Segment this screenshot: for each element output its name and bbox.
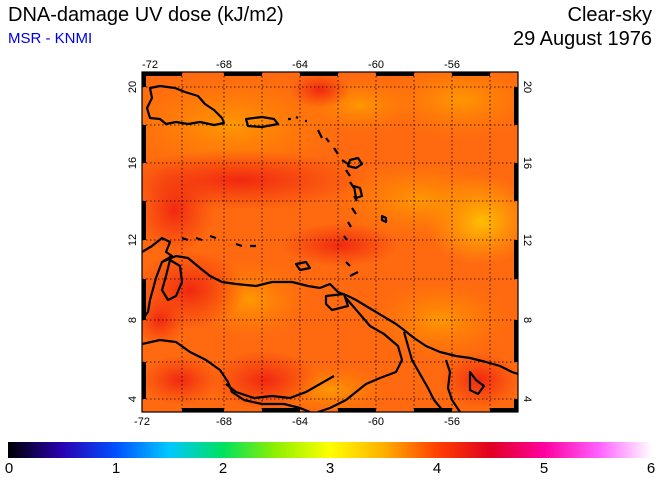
left-lat-labels: 20 16 12 8 4: [127, 81, 139, 402]
map-title: DNA-damage UV dose (kJ/m2): [8, 4, 284, 26]
colorbar-label: 0: [4, 460, 14, 477]
suriname-guiana-border: [444, 359, 461, 412]
venezuela-north-coast: [161, 254, 518, 376]
top-lon-label: -64: [292, 59, 308, 71]
bottom-lon-labels: -72 -68 -64 -60 -56: [134, 416, 460, 428]
hispaniola-coast: [145, 84, 226, 127]
right-lat-labels: 20 16 12 8 4: [521, 81, 533, 402]
right-lat-label: 12: [521, 234, 533, 246]
colorbar-label: 6: [646, 460, 656, 477]
colorbar-label: 3: [325, 460, 335, 477]
right-lat-label: 16: [521, 157, 533, 169]
puerto-rico-coast: [244, 115, 280, 129]
graticule: [142, 72, 518, 412]
colorbar-label: 5: [539, 460, 549, 477]
left-lat-label: 8: [127, 317, 139, 323]
barbados: [380, 214, 388, 224]
guajira-peninsula: [142, 236, 174, 321]
guyana-suriname-border: [402, 331, 445, 412]
map-border-checker: [142, 72, 518, 412]
colorbar-label: 1: [111, 460, 121, 477]
bottom-lon-label: -56: [444, 416, 460, 428]
uv-field: [142, 72, 518, 412]
map-date: 29 August 1976: [512, 28, 652, 50]
right-lat-label: 8: [521, 317, 533, 323]
top-lon-label: -56: [444, 59, 460, 71]
bottom-lon-label: -72: [134, 416, 150, 428]
colombia-venezuela-border: [142, 338, 311, 412]
top-lon-label: -68: [216, 59, 232, 71]
martinique: [352, 184, 364, 200]
margarita-island: [294, 260, 312, 272]
bottom-lon-label: -68: [216, 416, 232, 428]
right-lat-label: 20: [521, 81, 533, 93]
lake-maracaibo: [160, 258, 184, 302]
sky-condition: Clear-sky: [567, 4, 652, 26]
guiana-coast: [468, 370, 486, 396]
colorbar-label: 4: [432, 460, 442, 477]
tobago: [349, 271, 359, 277]
bottom-lon-label: -64: [292, 416, 308, 428]
virgin-islands: [288, 116, 307, 123]
coastlines: [142, 84, 518, 412]
left-lat-label: 4: [127, 396, 139, 402]
colorbar-label: 2: [218, 460, 228, 477]
right-lat-label: 4: [521, 396, 533, 402]
colorbar: [8, 442, 652, 458]
brazil-border: [225, 375, 335, 400]
bottom-lon-label: -60: [368, 416, 384, 428]
uv-dose-map: -72 -68 -64 -60 -56 -72 -68 -64 -60 -56 …: [127, 59, 533, 428]
top-lon-label: -60: [368, 59, 384, 71]
top-lon-labels: -72 -68 -64 -60 -56: [142, 59, 460, 71]
top-lon-label: -72: [142, 59, 158, 71]
map-source: MSR - KNMI: [8, 30, 93, 47]
left-lat-label: 12: [127, 234, 139, 246]
left-lat-label: 16: [127, 157, 139, 169]
abc-islands: [181, 234, 256, 248]
venezuela-guyana-border: [317, 297, 404, 412]
left-lat-label: 20: [127, 81, 139, 93]
guadeloupe: [346, 156, 364, 170]
